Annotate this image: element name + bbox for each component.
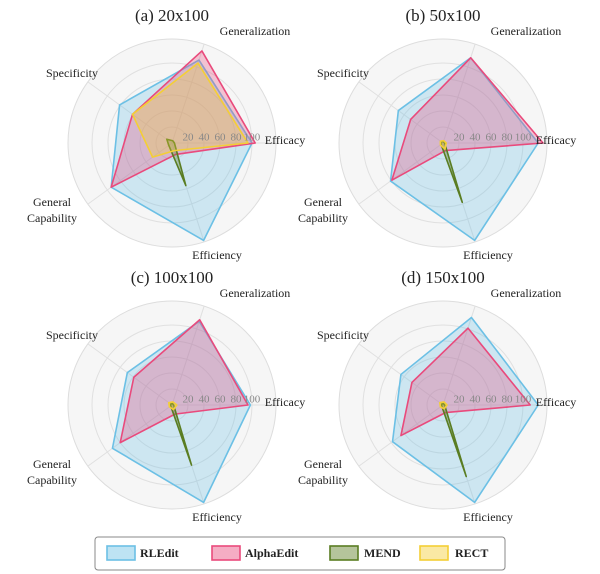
spoke <box>171 142 205 243</box>
spoke <box>87 343 173 406</box>
axis-label: General Capability <box>298 457 348 487</box>
spoke <box>87 404 173 467</box>
radial-tick-label: 40 <box>199 394 211 406</box>
axis-label: Specificity <box>317 66 369 80</box>
chart-title: (b) 50x100 <box>405 6 480 25</box>
radial-tick-label: 100 <box>515 394 532 406</box>
series-area <box>131 62 249 158</box>
legend-label: MEND <box>364 546 401 560</box>
radial-tick-label: 60 <box>486 394 498 406</box>
radial-tick-label: 100 <box>244 132 261 144</box>
radial-tick-label: 80 <box>502 132 514 144</box>
series-area <box>391 56 544 181</box>
radial-tick-label: 40 <box>470 132 482 144</box>
series-area <box>119 318 249 444</box>
axis-label: Specificity <box>317 328 369 342</box>
series-area <box>167 401 178 411</box>
radial-tick-label: 60 <box>486 132 498 144</box>
radial-tick-label: 100 <box>515 132 532 144</box>
axis-label: Generalization <box>491 24 562 38</box>
radial-tick-label: 80 <box>231 394 243 406</box>
radial-tick-label: 20 <box>454 132 466 144</box>
chart-title: (d) 150x100 <box>401 268 485 287</box>
axis-label: Generalization <box>220 24 291 38</box>
spoke <box>87 142 173 205</box>
axis-label: Efficacy <box>265 395 305 409</box>
axis-label: Generalization <box>220 286 291 300</box>
radial-tick-label: 100 <box>244 394 261 406</box>
axis-label: Efficacy <box>536 395 576 409</box>
axis-label: Efficiency <box>463 248 513 262</box>
axis-label: General Capability <box>27 195 77 225</box>
chart-title: (a) 20x100 <box>135 6 209 25</box>
legend-box <box>94 536 506 571</box>
axis-label: Efficiency <box>192 510 242 524</box>
spoke <box>87 81 173 144</box>
axis-label: Generalization <box>491 286 562 300</box>
legend-swatch <box>329 545 359 561</box>
axis-label: General Capability <box>27 457 77 487</box>
radial-tick-label: 40 <box>199 132 211 144</box>
axis-label: Efficiency <box>463 510 513 524</box>
series-area <box>400 327 532 437</box>
series-area <box>110 50 256 189</box>
radial-tick-label: 80 <box>502 394 514 406</box>
series-area <box>169 402 193 466</box>
legend-swatch <box>106 545 136 561</box>
spoke <box>442 43 476 144</box>
spoke <box>358 81 444 144</box>
axis-label: General Capability <box>298 195 348 225</box>
axis-label: Efficiency <box>192 248 242 262</box>
series-area <box>438 401 448 410</box>
series-area <box>440 402 468 478</box>
legend-swatch <box>211 545 241 561</box>
radial-tick-label: 60 <box>215 132 227 144</box>
spoke <box>358 142 444 205</box>
axis-label: Efficacy <box>265 133 305 147</box>
legend-label: AlphaEdit <box>245 546 298 560</box>
legend-swatch <box>419 545 449 561</box>
radial-tick-label: 60 <box>215 394 227 406</box>
radial-tick-label: 80 <box>231 132 243 144</box>
chart-title: (c) 100x100 <box>131 268 214 287</box>
legend-label: RECT <box>455 546 488 560</box>
radial-tick-label: 20 <box>454 394 466 406</box>
legend-label: RLEdit <box>140 546 179 560</box>
radial-tick-label: 20 <box>183 132 195 144</box>
spoke <box>442 305 476 406</box>
radial-tick-label: 40 <box>470 394 482 406</box>
series-area <box>391 316 540 504</box>
series-area <box>439 139 448 150</box>
radial-tick-label: 20 <box>183 394 195 406</box>
axis-label: Specificity <box>46 328 98 342</box>
axis-label: Efficacy <box>536 133 576 147</box>
axis-label: Specificity <box>46 66 98 80</box>
